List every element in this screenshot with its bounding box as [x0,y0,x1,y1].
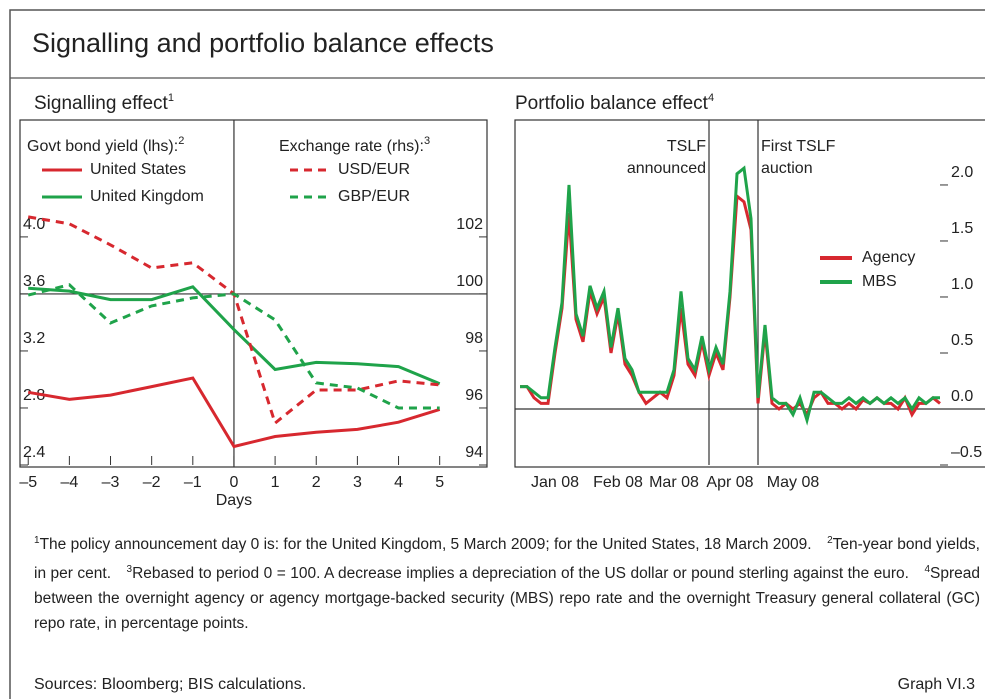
event-label: announced [627,160,706,177]
subtitle: Govt bond yield (lhs):2 [27,135,184,155]
x-tick-label: May 08 [767,474,820,491]
legend-label: United States [90,161,186,178]
x-tick-label: –4 [60,474,78,491]
y-tick-label: 3.6 [23,273,45,290]
subtitle-text: Exchange rate (rhs): [279,138,424,155]
series-line [28,285,441,386]
y-tick-label: 3.2 [23,330,45,347]
x-tick-label: –2 [143,474,161,491]
y2-tick-label: 96 [465,387,483,404]
legend-label: Agency [862,249,915,266]
subtitle-text: Portfolio balance effect [515,93,709,114]
x-tick-label: 1 [271,474,280,491]
footnotes: 1The policy announcement day 0 is: for t… [34,528,980,636]
note-marker: 4 [708,92,714,104]
subtitle: Portfolio balance effect4 [515,92,714,114]
footnote: Spread between the overnight agency or a… [34,565,981,632]
x-tick-label: Apr 08 [706,474,753,491]
event-label: auction [761,160,813,177]
x-tick-label: –3 [102,474,120,491]
legend-label: United Kingdom [90,188,204,205]
y-tick-label: 2.0 [951,164,973,181]
series-line [27,283,440,410]
series-line [520,165,940,426]
legend-label: USD/EUR [338,161,410,178]
note-marker: 4 [924,564,931,575]
footnote: Rebased to period 0 = 100. A decrease im… [132,565,909,582]
y-tick-label: 0.0 [951,388,973,405]
plot-frame [514,119,985,468]
x-tick-label: 5 [435,474,444,491]
subtitle-text: Signalling effect [34,93,169,114]
figure-title: Signalling and portfolio balance effects [32,28,494,58]
event-label: TSLF [667,138,706,155]
frame [9,9,985,699]
graph-label: Graph VI.3 [898,676,975,693]
y-tick-label: –0.5 [951,444,982,461]
note-marker: 2 [178,135,184,147]
subtitle-text: Govt bond yield (lhs): [27,138,178,155]
note-marker: 3 [424,135,430,147]
x-tick-label: 3 [353,474,362,491]
note-marker: 2 [827,535,833,546]
y2-tick-label: 98 [465,330,483,347]
x-tick-label: Jan 08 [531,474,579,491]
footnote: The policy announcement day 0 is: for th… [39,536,812,553]
footnote: Ten-year bond yields, in per cent. [34,536,980,582]
sources: Sources: Bloomberg; BIS calculations. [34,676,306,693]
x-tick-label: Feb 08 [593,474,643,491]
y-tick-label: 1.5 [951,220,973,237]
y2-tick-label: 102 [456,216,483,233]
x-tick-label: –1 [184,474,202,491]
x-tick-label: 0 [230,474,239,491]
x-tick-label: Mar 08 [649,474,699,491]
y2-tick-label: 94 [465,444,483,461]
y-tick-label: 1.0 [951,276,973,293]
x-tick-label: 2 [312,474,321,491]
note-marker: 1 [34,535,40,546]
x-tick-label: 4 [394,474,403,491]
y-tick-label: 2.4 [23,444,45,461]
subtitle: Signalling effect1 [34,92,174,114]
x-axis-label: Days [216,492,252,509]
y-tick-label: 0.5 [951,332,973,349]
event-label: First TSLF [761,138,836,155]
y2-tick-label: 100 [456,273,483,290]
note-marker: 3 [126,564,133,575]
y-tick-label: 4.0 [23,216,45,233]
legend-label: GBP/EUR [338,188,410,205]
legend-label: MBS [862,273,897,290]
x-tick-label: –5 [19,474,37,491]
subtitle: Exchange rate (rhs):3 [279,135,430,155]
series-line [27,376,441,449]
note-marker: 1 [168,92,174,104]
